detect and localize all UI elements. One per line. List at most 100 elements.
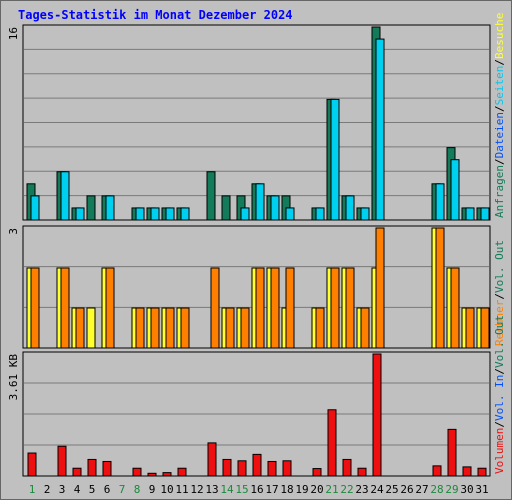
bar-besuche-day-5 <box>86 307 96 349</box>
x-tick-label-29: 29 <box>445 483 458 496</box>
bar-volumen-day-28 <box>432 465 442 477</box>
legend-entry: Vol. In <box>493 375 506 421</box>
bar-rechner-day-29 <box>450 267 460 349</box>
bar-rechner-day-9 <box>150 307 160 349</box>
bar-volumen-day-16 <box>252 453 262 477</box>
bar-dateien-day-1 <box>30 195 40 221</box>
bar-rechner-day-13 <box>210 267 220 349</box>
bar-volumen-day-31 <box>477 467 487 477</box>
bar-dateien-day-6 <box>105 195 115 221</box>
bar-anfragen-day-14 <box>221 195 231 221</box>
bar-dateien-day-23 <box>360 207 370 221</box>
bar-volumen-day-22 <box>342 458 352 477</box>
legend-entry: Volumen <box>493 428 506 474</box>
bar-dateien-day-15 <box>240 207 250 221</box>
x-tick-label-31: 31 <box>475 483 488 496</box>
bar-dateien-day-30 <box>465 207 475 221</box>
bar-dateien-day-31 <box>480 207 490 221</box>
legend-entry: Besuche <box>493 13 506 59</box>
bar-rechner-day-18 <box>285 267 295 349</box>
bar-rechner-day-23 <box>360 307 370 349</box>
x-tick-label-26: 26 <box>400 483 413 496</box>
bar-volumen-day-29 <box>447 428 457 477</box>
bar-rechner-day-1 <box>30 267 40 349</box>
bottom-ytick-label: 3.61 KB <box>7 354 20 401</box>
bar-volumen-day-17 <box>267 460 277 477</box>
bar-rechner-day-16 <box>255 267 265 349</box>
bar-rechner-day-8 <box>135 307 145 349</box>
bar-dateien-day-8 <box>135 207 145 221</box>
bar-volumen-day-23 <box>357 467 367 477</box>
x-tick-label-2: 2 <box>44 483 51 496</box>
top-ytick-label: 16 <box>7 27 20 40</box>
bar-rechner-day-11 <box>180 307 190 349</box>
x-tick-label-30: 30 <box>460 483 473 496</box>
bar-volumen-day-5 <box>87 458 97 477</box>
bar-volumen-day-6 <box>102 460 112 477</box>
bar-anfragen-day-13 <box>206 171 216 221</box>
bar-dateien-day-22 <box>345 195 355 221</box>
x-tick-label-28: 28 <box>430 483 443 496</box>
bar-dateien-day-18 <box>285 207 295 221</box>
bar-anfragen-day-5 <box>86 195 96 221</box>
bar-rechner-day-14 <box>225 307 235 349</box>
bar-volumen-day-3 <box>57 445 67 477</box>
bar-rechner-day-20 <box>315 307 325 349</box>
x-tick-label-14: 14 <box>220 483 234 496</box>
x-tick-label-19: 19 <box>295 483 308 496</box>
bottom-right-legend: Volumen/Vol. In/Vol. Out <box>493 315 506 474</box>
bar-rechner-day-3 <box>60 267 70 349</box>
bar-volumen-day-30 <box>462 466 472 477</box>
bar-volumen-day-11 <box>177 467 187 477</box>
bar-volumen-day-20 <box>312 468 322 477</box>
bar-dateien-day-10 <box>165 207 175 221</box>
x-tick-label-24: 24 <box>370 483 384 496</box>
bar-rechner-day-15 <box>240 307 250 349</box>
bar-rechner-day-6 <box>105 267 115 349</box>
bar-dateien-day-4 <box>75 207 85 221</box>
x-tick-label-18: 18 <box>280 483 293 496</box>
bar-dateien-day-3 <box>60 171 70 221</box>
bar-dateien-day-17 <box>270 195 280 221</box>
x-tick-label-9: 9 <box>149 483 156 496</box>
bar-dateien-day-21 <box>330 98 340 221</box>
legend-entry: / <box>493 105 506 112</box>
legend-entry: Rechner <box>493 299 506 346</box>
x-tick-label-25: 25 <box>385 483 398 496</box>
x-tick-label-7: 7 <box>119 483 126 496</box>
bar-volumen-day-8 <box>132 467 142 477</box>
middle-right-legend: Rechner/Vol. Out <box>493 240 506 346</box>
bar-rechner-day-28 <box>435 227 445 349</box>
x-tick-label-21: 21 <box>325 483 338 496</box>
legend-entry: / <box>493 421 506 428</box>
bar-dateien-day-20 <box>315 207 325 221</box>
bar-rechner-day-24 <box>375 227 385 349</box>
chart-title: Tages-Statistik im Monat Dezember 2024 <box>18 8 293 22</box>
x-tick-label-20: 20 <box>310 483 323 496</box>
x-tick-label-11: 11 <box>175 483 188 496</box>
x-tick-label-12: 12 <box>190 483 203 496</box>
x-tick-label-5: 5 <box>89 483 96 496</box>
legend-entry: / <box>493 293 506 300</box>
bar-dateien-day-16 <box>255 183 265 221</box>
x-tick-label-23: 23 <box>355 483 368 496</box>
x-tick-label-17: 17 <box>265 483 278 496</box>
bar-dateien-day-28 <box>435 183 445 221</box>
x-tick-label-6: 6 <box>104 483 111 496</box>
x-tick-label-8: 8 <box>134 483 141 496</box>
x-tick-label-3: 3 <box>59 483 66 496</box>
bar-dateien-day-29 <box>450 159 460 221</box>
x-tick-label-13: 13 <box>205 483 218 496</box>
x-tick-label-4: 4 <box>74 483 81 496</box>
bar-volumen-day-18 <box>282 460 292 477</box>
bar-volumen-day-1 <box>27 452 37 477</box>
bar-volumen-day-13 <box>207 442 217 477</box>
bar-rechner-day-10 <box>165 307 175 349</box>
legend-entry: / <box>493 158 506 165</box>
bar-volumen-day-10 <box>162 472 172 477</box>
middle-ytick-label: 3 <box>7 228 20 235</box>
x-tick-label-10: 10 <box>160 483 173 496</box>
bar-dateien-day-11 <box>180 207 190 221</box>
x-tick-label-22: 22 <box>340 483 353 496</box>
